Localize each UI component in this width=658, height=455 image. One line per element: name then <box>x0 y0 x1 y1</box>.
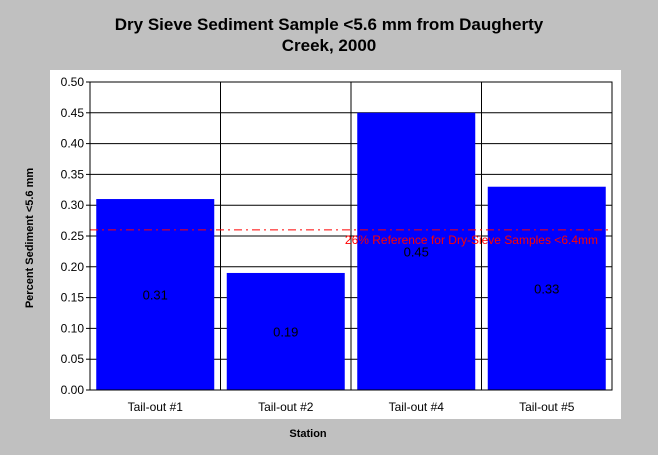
y-tick-label: 0.15 <box>61 291 85 305</box>
y-tick-label: 0.45 <box>61 106 85 120</box>
y-axis-label: Percent Sediment <5.6 mm <box>24 167 36 309</box>
y-tick-label: 0.50 <box>61 75 85 89</box>
data-label-4: 0.33 <box>534 281 559 296</box>
y-tick-label: 0.10 <box>61 321 85 335</box>
y-tick-label: 0.30 <box>61 198 85 212</box>
y-tick-label: 0.35 <box>61 167 85 181</box>
chart-title-line-1: Dry Sieve Sediment Sample <5.6 mm from D… <box>114 15 544 34</box>
x-axis-label: Station <box>289 428 327 440</box>
y-tick-label: 0.25 <box>61 229 85 243</box>
bar-3 <box>357 112 476 391</box>
bar-2 <box>226 272 345 390</box>
x-tick-label-2: Tail-out #2 <box>258 400 314 414</box>
x-tick-label-4: Tail-out #5 <box>519 400 575 414</box>
chart-title-line-2: Creek, 2000 <box>281 36 377 55</box>
data-label-1: 0.31 <box>143 288 168 303</box>
x-tick-label-3: Tail-out #4 <box>389 400 445 414</box>
y-tick-label: 0.00 <box>61 383 85 397</box>
x-tick-label-1: Tail-out #1 <box>128 400 184 414</box>
y-tick-label: 0.05 <box>61 352 85 366</box>
data-label-3: 0.45 <box>404 244 429 259</box>
reference-line-label: 26% Reference for Dry-Sieve Samples <6.4… <box>345 233 598 247</box>
bar-4 <box>487 186 606 390</box>
y-tick-label: 0.40 <box>61 137 85 151</box>
y-tick-label: 0.20 <box>61 260 85 274</box>
chart-title: Dry Sieve Sediment Sample <5.6 mm from D… <box>0 14 658 56</box>
data-label-2: 0.19 <box>273 324 298 339</box>
plot-border <box>89 81 613 391</box>
bar-1 <box>96 199 215 390</box>
